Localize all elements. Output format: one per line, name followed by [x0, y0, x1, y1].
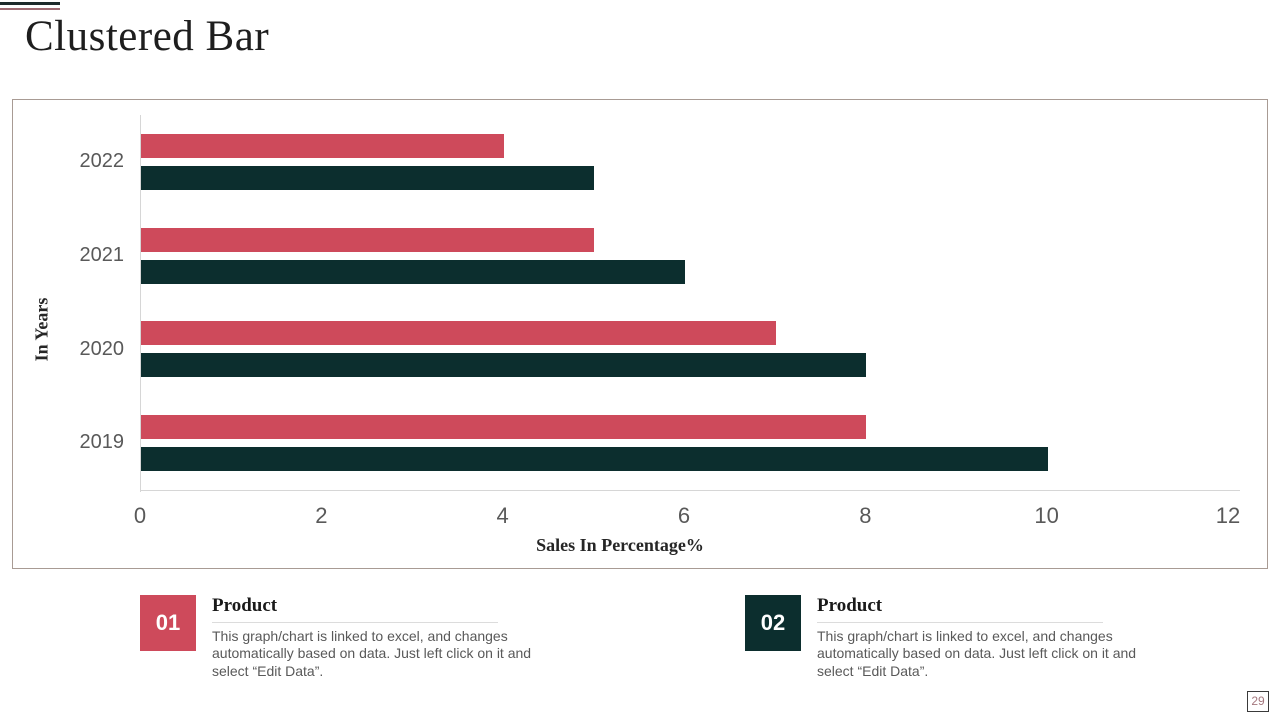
y-axis-line: [140, 115, 141, 492]
legend-text-01: Product This graph/chart is linked to ex…: [212, 595, 532, 680]
y-axis-title: In Years: [31, 297, 52, 362]
legend-divider-02: [817, 622, 1103, 623]
x-axis-title: Sales In Percentage%: [536, 535, 704, 555]
chart-frame: [12, 99, 1268, 569]
accent-line-dark: [0, 2, 60, 5]
legend-description-01: This graph/chart is linked to excel, and…: [212, 628, 532, 679]
page-title: Clustered Bar: [25, 13, 270, 60]
accent-line-red: [0, 8, 60, 10]
x-axis-line: [140, 490, 1240, 491]
legend-text-02: Product This graph/chart is linked to ex…: [817, 595, 1137, 680]
legend-description-02: This graph/chart is linked to excel, and…: [817, 628, 1137, 679]
legend-title-01: Product: [212, 595, 278, 616]
page-number: 29: [1247, 691, 1269, 712]
legend-number-badge-02: 02: [745, 595, 801, 651]
legend-title-02: Product: [817, 595, 883, 616]
legend-number-badge-01: 01: [140, 595, 196, 651]
legend-divider-01: [212, 622, 498, 623]
